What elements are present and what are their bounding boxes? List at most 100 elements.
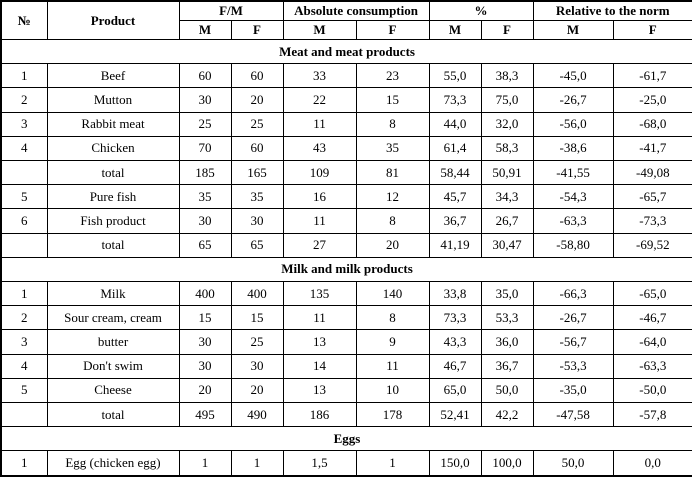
total-row: total 65 65 27 20 41,19 30,47 -58,80 -69,52 (0, 232, 692, 258)
cell-abs-f: 15 (355, 87, 430, 113)
cell-fm-f: 1 (230, 450, 284, 477)
cell-pct-f: 36,7 (480, 353, 534, 379)
cell-fm-m: 30 (178, 208, 232, 234)
section-title: Meat and meat products (0, 38, 692, 65)
cell-fm-m: 1 (178, 450, 232, 477)
total-row: total 185 165 109 81 58,44 50,91 -41,55 -49,08 (0, 160, 692, 186)
cell-pct-f: 50,0 (480, 377, 534, 404)
cell-rel-m: -35,0 (532, 377, 614, 404)
cell-no (0, 232, 48, 258)
cell-product: Milk (46, 281, 180, 307)
cell-abs-m: 11 (282, 305, 357, 331)
table-row: 1 Egg (chicken egg) 1 1 1,5 1 150,0 100,0 50,0 0,… (0, 450, 692, 477)
cell-pct-f: 35,0 (480, 281, 534, 307)
cell-no: 5 (0, 377, 48, 404)
cell-rel-m: -38,6 (532, 135, 614, 162)
cell-abs-f: 35 (355, 135, 430, 162)
header-fm: F/M (178, 0, 284, 21)
cell-abs-m: 109 (282, 160, 357, 186)
cell-pct-m: 73,3 (428, 87, 482, 113)
header-percent: % (428, 0, 534, 21)
cell-pct-m: 46,7 (428, 353, 482, 379)
cell-pct-f: 38,3 (480, 63, 534, 89)
cell-pct-f: 36,0 (480, 329, 534, 355)
cell-abs-f: 20 (355, 232, 430, 258)
table-row: 1 Beef 60 60 33 23 55,0 38,3 -45,0 -61,7 (0, 63, 692, 89)
cell-fm-f: 60 (230, 135, 284, 162)
header-product: Product (46, 0, 180, 40)
cell-fm-m: 60 (178, 63, 232, 89)
cell-pct-f: 58,3 (480, 135, 534, 162)
cell-fm-m: 185 (178, 160, 232, 186)
cell-abs-m: 13 (282, 377, 357, 404)
cell-fm-f: 25 (230, 111, 284, 137)
cell-rel-f: -64,0 (612, 329, 692, 355)
cell-rel-f: -50,0 (612, 377, 692, 404)
section-title: Eggs (0, 426, 692, 452)
cell-rel-f: -69,52 (612, 232, 692, 258)
cell-no: 4 (0, 135, 48, 162)
cell-fm-m: 30 (178, 87, 232, 113)
cell-fm-m: 400 (178, 281, 232, 307)
table-row: 4 Don't swim 30 30 14 11 46,7 36,7 -53,3 -63,3 (0, 353, 692, 379)
table-row: 2 Sour cream, cream 15 15 11 8 73,3 53,3 -26,7 -4… (0, 305, 692, 331)
table-row: 5 Pure fish 35 35 16 12 45,7 34,3 -54,3 -65,7 (0, 184, 692, 210)
subheader-pct-f: F (480, 20, 534, 40)
cell-pct-m: 55,0 (428, 63, 482, 89)
cell-no: 4 (0, 353, 48, 379)
cell-product: total (46, 402, 180, 428)
header-no: № (0, 0, 48, 40)
cell-rel-f: -25,0 (612, 87, 692, 113)
table-row: 2 Mutton 30 20 22 15 73,3 75,0 -26,7 -25,0 (0, 87, 692, 113)
cell-rel-f: -49,08 (612, 160, 692, 186)
cell-no: 5 (0, 184, 48, 210)
cell-abs-m: 11 (282, 111, 357, 137)
cell-abs-m: 1,5 (282, 450, 357, 477)
cell-abs-f: 8 (355, 111, 430, 137)
cell-rel-f: -65,7 (612, 184, 692, 210)
cell-fm-m: 25 (178, 111, 232, 137)
cell-pct-f: 50,91 (480, 160, 534, 186)
cell-fm-f: 400 (230, 281, 284, 307)
subheader-rel-f: F (612, 20, 692, 40)
cell-fm-m: 35 (178, 184, 232, 210)
cell-rel-m: -53,3 (532, 353, 614, 379)
cell-rel-f: -41,7 (612, 135, 692, 162)
cell-no: 1 (0, 450, 48, 477)
cell-abs-f: 140 (355, 281, 430, 307)
cell-pct-m: 45,7 (428, 184, 482, 210)
cell-abs-f: 8 (355, 305, 430, 331)
cell-fm-m: 20 (178, 377, 232, 404)
cell-fm-f: 20 (230, 87, 284, 113)
cell-abs-f: 81 (355, 160, 430, 186)
table-row: 5 Cheese 20 20 13 10 65,0 50,0 -35,0 -50,0 (0, 377, 692, 404)
table-body: Meat and meat products 1 Beef 60 60 33 23 55,0 3… (0, 38, 692, 477)
cell-rel-m: -58,80 (532, 232, 614, 258)
subheader-pct-m: M (428, 20, 482, 40)
cell-no: 2 (0, 305, 48, 331)
cell-rel-m: 50,0 (532, 450, 614, 477)
cell-fm-f: 30 (230, 353, 284, 379)
cell-fm-f: 490 (230, 402, 284, 428)
cell-rel-f: -68,0 (612, 111, 692, 137)
cell-rel-m: -41,55 (532, 160, 614, 186)
cell-rel-m: -26,7 (532, 87, 614, 113)
cell-abs-f: 178 (355, 402, 430, 428)
cell-pct-m: 44,0 (428, 111, 482, 137)
cell-fm-f: 35 (230, 184, 284, 210)
cell-abs-m: 14 (282, 353, 357, 379)
cell-fm-m: 30 (178, 329, 232, 355)
table-row: 1 Milk 400 400 135 140 33,8 35,0 -66,3 -65,0 (0, 281, 692, 307)
cell-rel-f: 0,0 (612, 450, 692, 477)
cell-abs-m: 13 (282, 329, 357, 355)
cell-rel-f: -61,7 (612, 63, 692, 89)
cell-product: total (46, 160, 180, 186)
cell-pct-m: 52,41 (428, 402, 482, 428)
cell-rel-f: -57,8 (612, 402, 692, 428)
cell-fm-f: 30 (230, 208, 284, 234)
subheader-rel-m: M (532, 20, 614, 40)
table-row: 3 butter 30 25 13 9 43,3 36,0 -56,7 -64,0 (0, 329, 692, 355)
section-header-row: Eggs (0, 426, 692, 452)
subheader-abs-f: F (355, 20, 430, 40)
cell-product: Beef (46, 63, 180, 89)
